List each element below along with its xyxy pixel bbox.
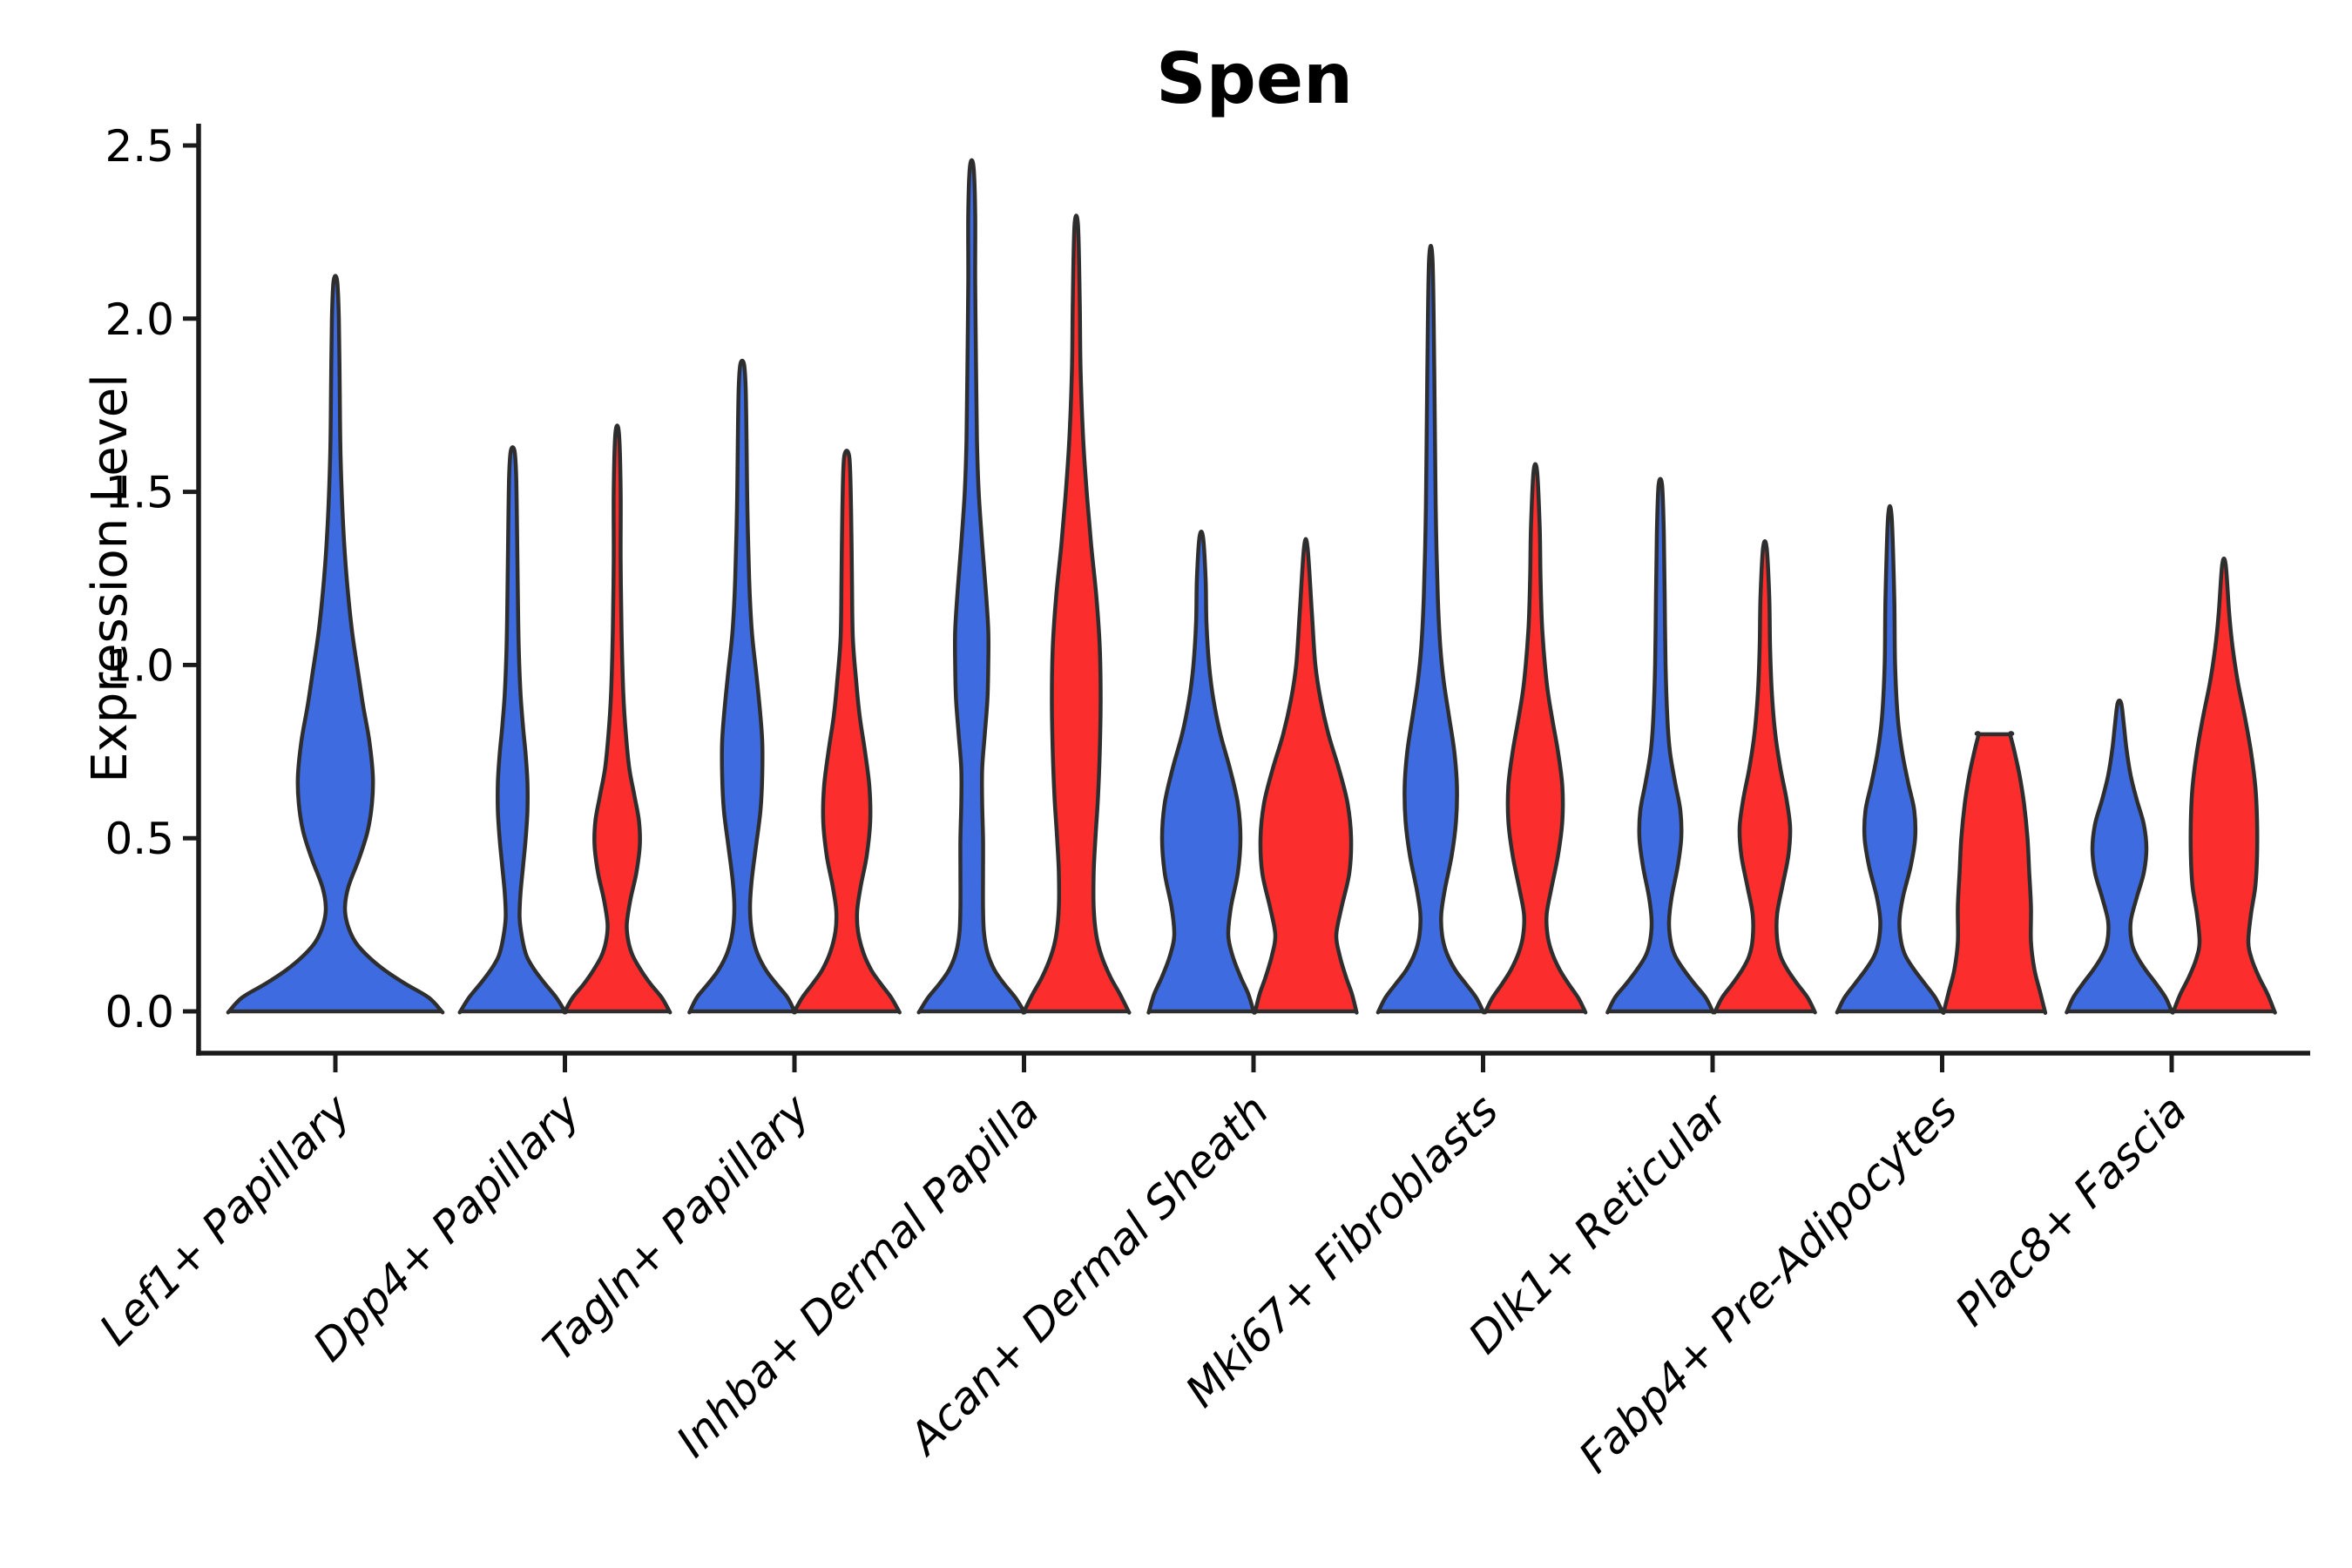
y-tick-label: 0.5 — [105, 814, 174, 864]
x-tick-label-plac8-fascia: Plac8+ Fascia — [1946, 1085, 2197, 1335]
violin-blue-fabp4-pre-adipocytes — [1835, 504, 1945, 1015]
violin-blue-dlk1-reticular — [1605, 476, 1715, 1015]
y-tick-label: 0.0 — [105, 987, 174, 1037]
y-axis-label: Expression Level — [82, 374, 139, 783]
violin-blue-lef1-papillary — [226, 274, 445, 1015]
violin-red-acan-dermal-sheath — [1253, 537, 1359, 1015]
x-tick-label-lef1-papillary: Lef1+ Papillary — [90, 1084, 361, 1355]
y-tick-label: 1.5 — [105, 468, 174, 518]
violin-blue-mki67-fibroblasts — [1375, 244, 1486, 1015]
violin-red-tagln-papillary — [792, 449, 902, 1015]
y-axis-ticks: 0.0 0.5 1.0 1.5 2.0 2.5 — [105, 121, 199, 1037]
y-tick-label: 2.0 — [105, 294, 174, 345]
y-tick-label: 2.5 — [105, 121, 174, 172]
violin-blue-acan-dermal-sheath — [1146, 530, 1256, 1015]
violin-red-dpp4-papillary — [562, 423, 672, 1015]
x-tick-label-inhba-dermal-papilla: Inhba+ Dermal Papilla — [667, 1085, 1049, 1466]
violin-blue-dpp4-papillary — [457, 445, 568, 1015]
chart-title: Spen — [1156, 38, 1353, 119]
violin-red-plac8-fascia — [2171, 556, 2277, 1015]
violin-red-dlk1-reticular — [1713, 538, 1817, 1015]
violin-red-inhba-dermal-papilla — [1021, 213, 1132, 1015]
violin-red-fabp4-pre-adipocytes — [1941, 731, 2048, 1016]
violin-blue-inhba-dermal-papilla — [916, 158, 1027, 1015]
violin-blue-plac8-fascia — [2065, 698, 2174, 1015]
y-tick-label: 1.0 — [105, 640, 174, 691]
x-tick-label-fabp4-pre-adipocytes: Fabp4+ Pre-Adipocytes — [1569, 1085, 1967, 1483]
violin-blue-tagln-papillary — [687, 358, 797, 1015]
violins — [226, 158, 2277, 1016]
violin-red-mki67-fibroblasts — [1483, 462, 1588, 1015]
